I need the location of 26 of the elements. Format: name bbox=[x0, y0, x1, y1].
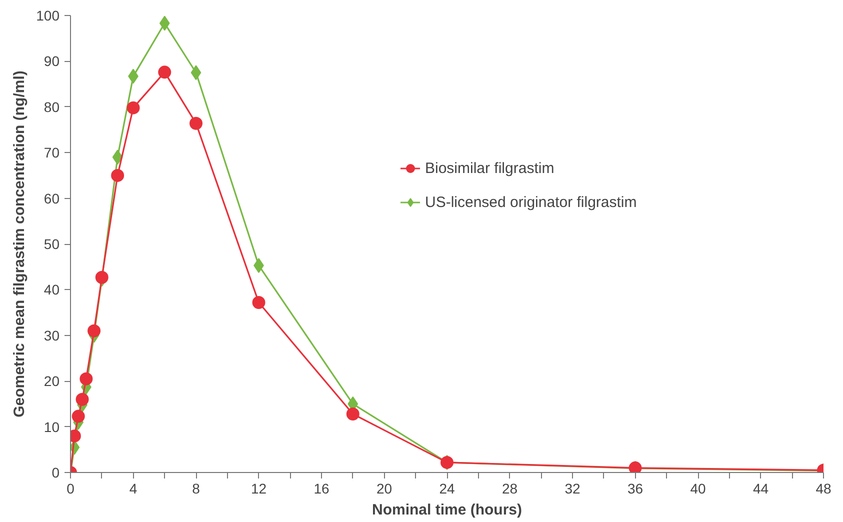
y-tick-label: 60 bbox=[44, 190, 60, 206]
y-tick-label: 50 bbox=[44, 236, 60, 252]
y-axis-title: Geometric mean filgrastim concentration (ng/ml) bbox=[11, 70, 28, 418]
x-tick-label: 12 bbox=[250, 480, 267, 496]
x-tick-label: 44 bbox=[752, 480, 769, 496]
x-tick-label: 0 bbox=[66, 480, 75, 496]
x-tick-label: 8 bbox=[192, 480, 200, 496]
y-tick-label: 0 bbox=[52, 464, 60, 480]
y-tick-label: 100 bbox=[36, 8, 60, 24]
y-tick-label: 90 bbox=[44, 53, 60, 70]
x-tick-label: 28 bbox=[502, 480, 518, 496]
x-axis-title: Nominal time (hours) bbox=[372, 502, 522, 518]
x-tick-label: 48 bbox=[816, 480, 832, 496]
y-tick-label: 30 bbox=[44, 327, 60, 344]
x-tick-label: 20 bbox=[376, 480, 392, 496]
x-tick-label: 40 bbox=[690, 480, 706, 496]
y-tick-label: 80 bbox=[44, 98, 60, 115]
y-tick-label: 20 bbox=[44, 373, 60, 390]
y-tick-label: 40 bbox=[44, 282, 60, 298]
x-tick-label: 32 bbox=[564, 480, 580, 496]
x-tick-label: 24 bbox=[439, 480, 455, 496]
y-tick-label: 10 bbox=[44, 418, 60, 435]
x-tick-label: 4 bbox=[129, 480, 138, 496]
x-tick-label: 36 bbox=[627, 480, 644, 496]
x-tick-label: 16 bbox=[314, 480, 330, 496]
y-tick-label: 70 bbox=[44, 144, 60, 161]
